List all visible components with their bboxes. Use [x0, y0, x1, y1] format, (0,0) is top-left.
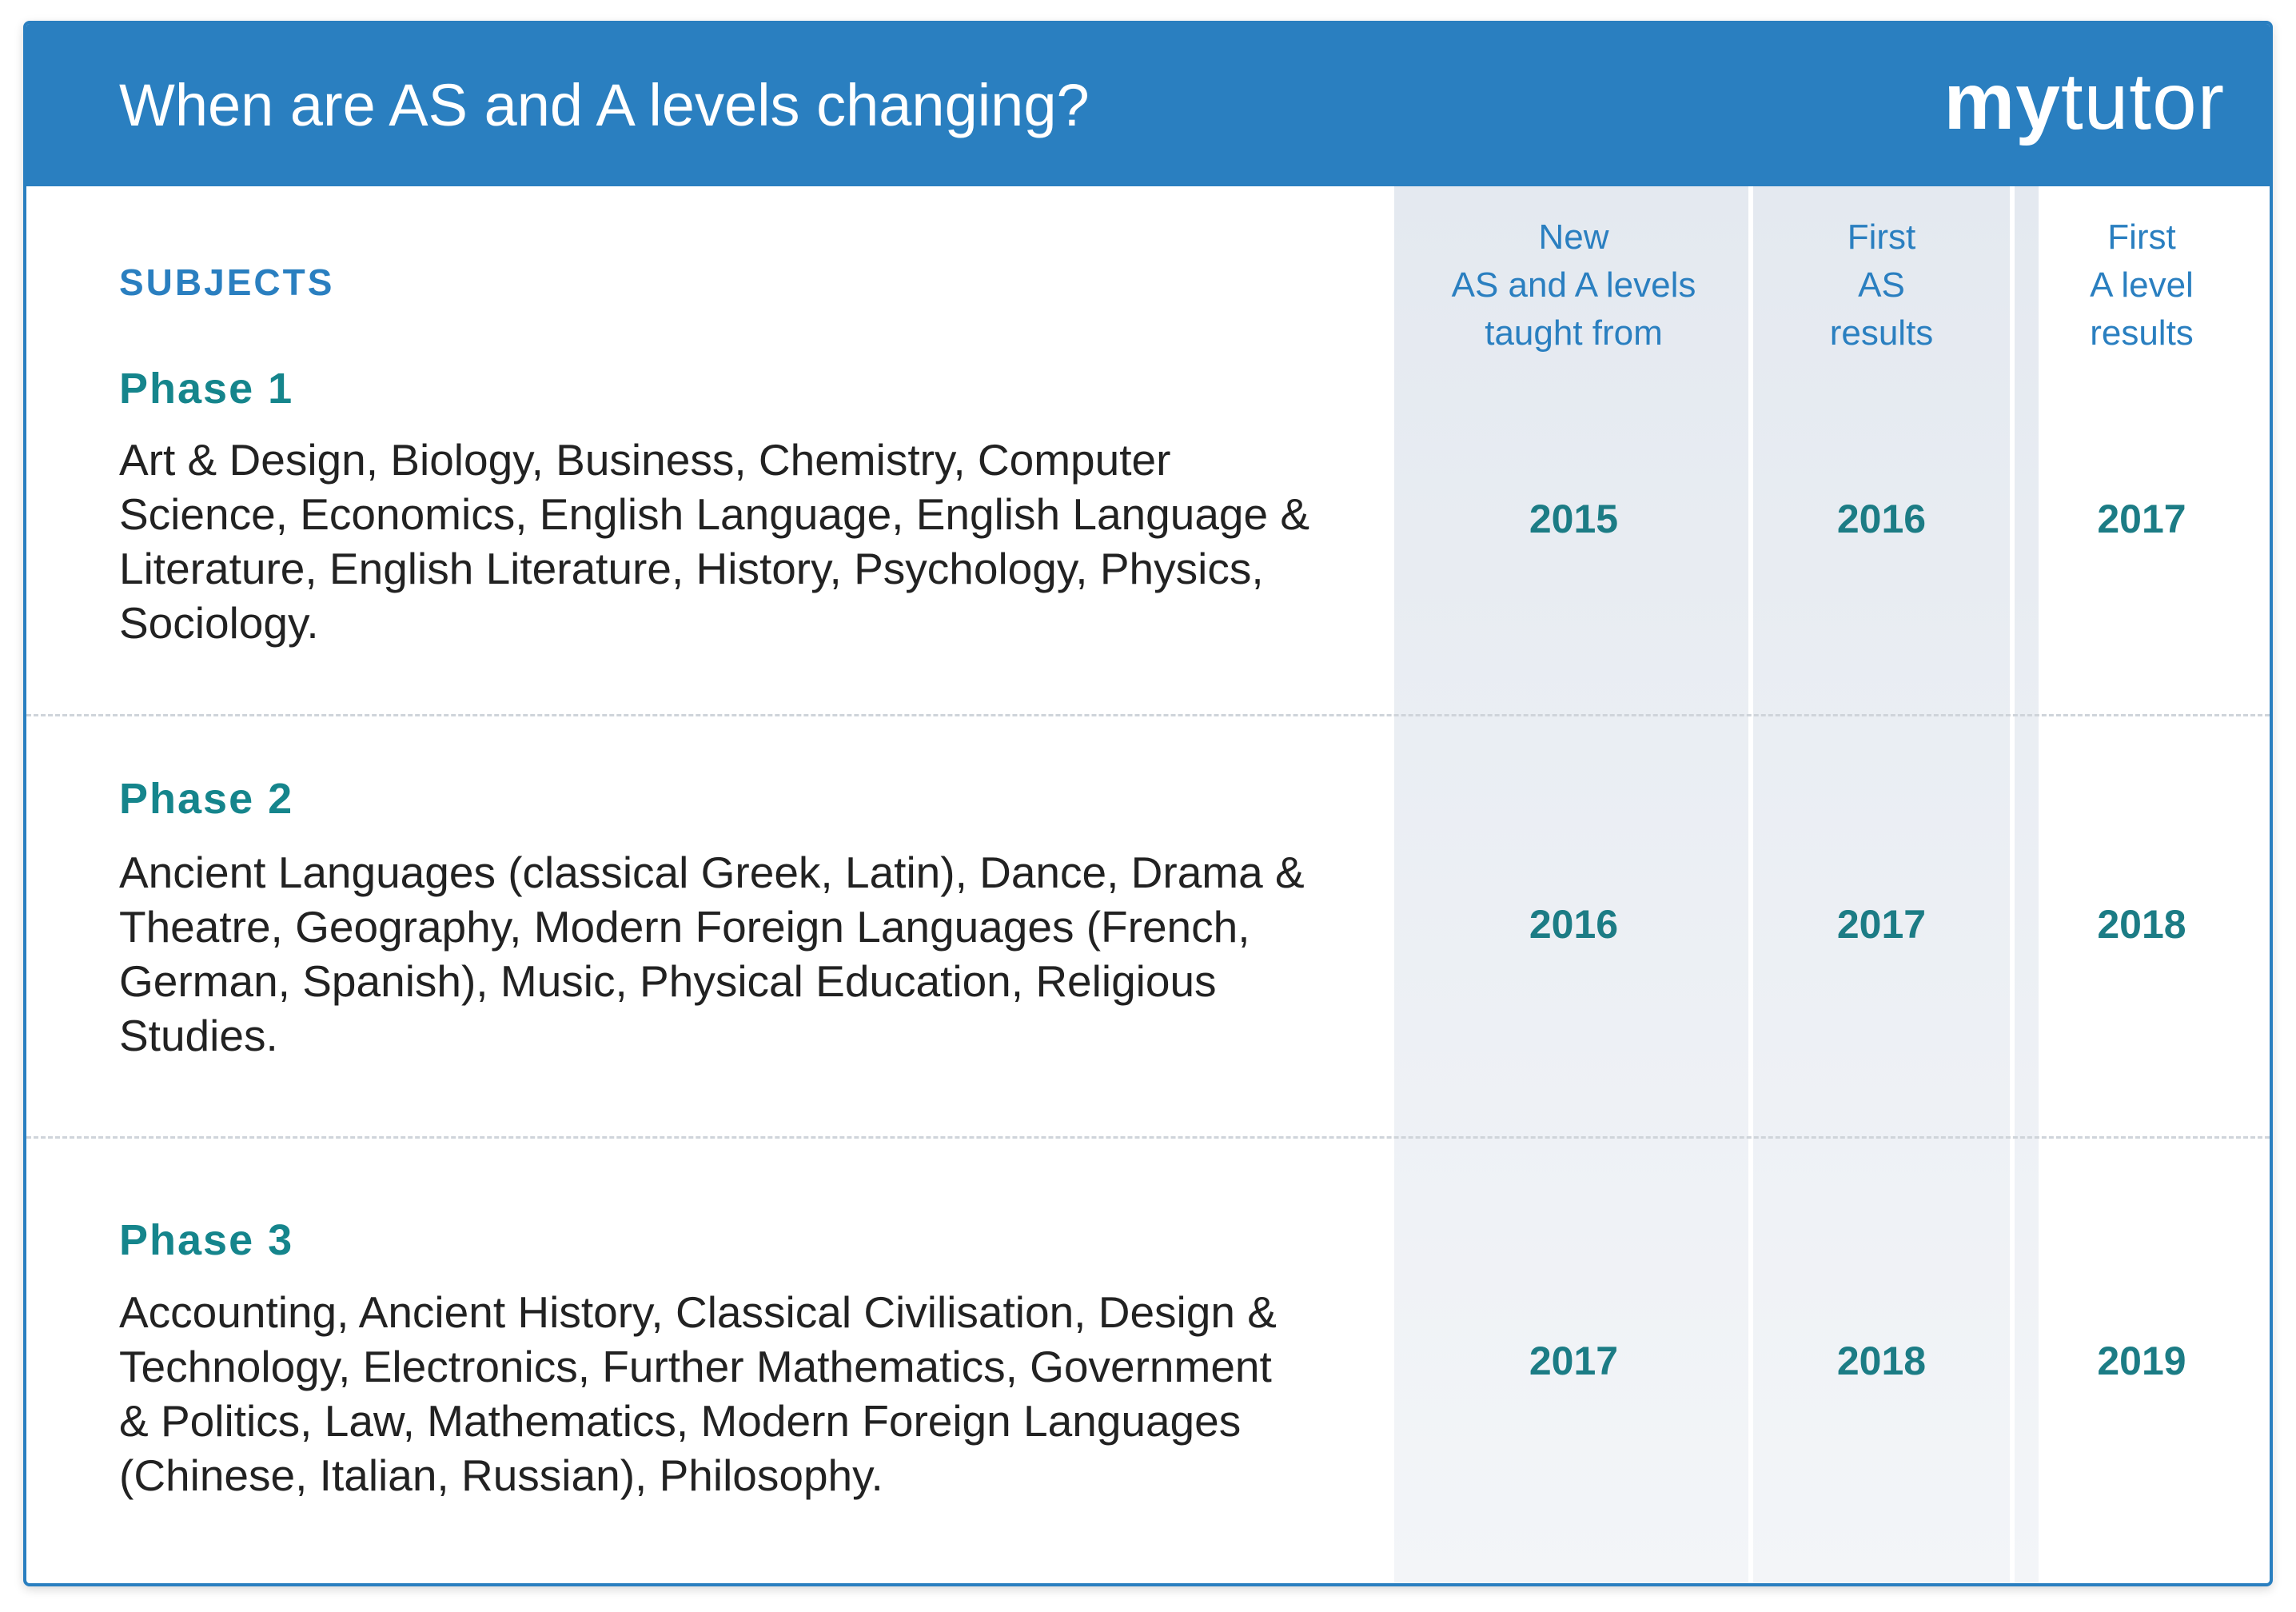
year: 2019 [2097, 1339, 2186, 1383]
logo-bold: my [1943, 57, 2061, 146]
logo-light: tutor [2060, 57, 2225, 146]
card: When are AS and A levels changing? mytut… [23, 21, 2273, 1586]
subjects-list: Accounting, Ancient History, Classical C… [119, 1287, 1277, 1500]
phase-label: Phase 1 [119, 365, 294, 413]
year: 2016 [1529, 902, 1619, 947]
column-header: taught from [1485, 313, 1663, 353]
subjects-heading: SUBJECTS [119, 261, 335, 303]
year: 2017 [2097, 497, 2186, 541]
column-separator [2010, 186, 2015, 1583]
year: 2018 [1836, 1339, 1927, 1383]
column-header: AS [1858, 265, 1905, 305]
logo: mytutor [1943, 24, 2225, 186]
row-separator [26, 1136, 2270, 1139]
year: 2018 [2097, 902, 2186, 947]
year: 2015 [1529, 497, 1619, 541]
row-separator [26, 714, 2270, 716]
column-header: New [1538, 217, 1609, 257]
subjects-list: Art & Design, Biology, Business, Chemist… [119, 435, 1310, 648]
column-header: results [1829, 313, 1934, 353]
year-columns-bg [1394, 186, 2039, 1583]
column-header: First [1847, 217, 1916, 257]
year: 2016 [1836, 497, 1927, 541]
phase-label: Phase 2 [119, 775, 294, 823]
column-header: A level [2090, 265, 2194, 305]
column-separator [1748, 186, 1753, 1583]
subjects-list: Ancient Languages (classical Greek, Lati… [119, 848, 1305, 1060]
header-bar [26, 24, 2270, 186]
column-header: results [2090, 313, 2194, 353]
phase-label: Phase 3 [119, 1216, 294, 1264]
header-title: When are AS and A levels changing? [119, 72, 1090, 138]
year: 2017 [1529, 1339, 1619, 1383]
column-header: First [2107, 217, 2176, 257]
year: 2017 [1836, 902, 1927, 947]
column-header: AS and A levels [1451, 265, 1696, 305]
